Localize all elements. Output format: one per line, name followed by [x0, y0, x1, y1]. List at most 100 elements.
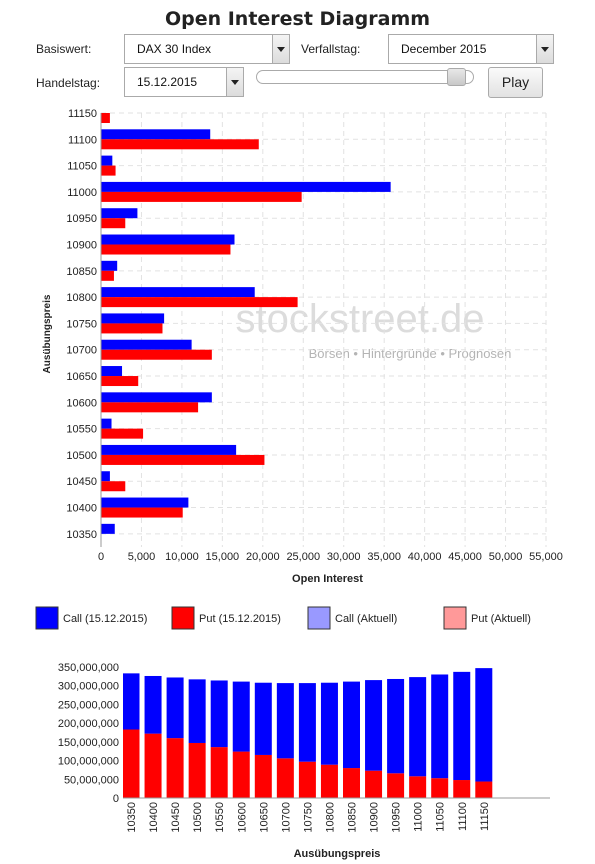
- stacked-bar-call: [475, 668, 493, 782]
- x-tick-label: 20,000: [246, 551, 280, 563]
- stacked-bar-call: [276, 683, 294, 759]
- verfallstag-value: December 2015: [401, 42, 487, 56]
- play-button[interactable]: Play: [488, 67, 543, 98]
- stacked-bar-call: [343, 681, 360, 769]
- oi-bar-call: [101, 418, 112, 429]
- x-tick-label: 5,000: [128, 551, 156, 563]
- stacked-bar-call: [144, 675, 162, 734]
- oi-bar-call: [101, 471, 110, 482]
- oi-bar-put: [101, 191, 302, 202]
- y-tick-label: 10850: [66, 266, 97, 278]
- stacked-bar-put: [166, 738, 184, 798]
- oi-bar-call: [101, 155, 113, 166]
- basiswert-label: Basiswert:: [36, 42, 92, 56]
- x-axis-title: Open Interest: [292, 573, 363, 585]
- stacked-bar-call: [298, 683, 316, 762]
- oi-bar-put: [101, 507, 183, 518]
- date-slider-handle[interactable]: [447, 68, 467, 86]
- y-tick-label: 10500: [66, 450, 97, 462]
- stacked-bar-call: [320, 682, 338, 765]
- x-tick-label: 30,000: [327, 551, 361, 563]
- x-tick-label: 15,000: [206, 551, 240, 563]
- oi-bar-call: [101, 339, 192, 350]
- stacked-bar-put: [453, 780, 471, 798]
- oi-bar-call: [101, 129, 211, 140]
- legend-label: Call (Aktuell): [335, 613, 397, 625]
- x-tick-label: 25,000: [286, 551, 320, 563]
- oi-bar-call: [101, 208, 138, 219]
- x-tick-label: 10950: [391, 802, 403, 833]
- legend-swatch: [443, 606, 467, 630]
- y-tick-label: 50,000,000: [64, 774, 119, 786]
- oi-bar-call: [101, 366, 123, 377]
- y-tick-label: 10400: [66, 503, 97, 515]
- oi-bar-put: [101, 139, 259, 150]
- oi-bar-call: [101, 181, 391, 192]
- date-slider-track[interactable]: [256, 70, 474, 84]
- y-tick-label: 10650: [66, 371, 97, 383]
- stacked-bar-put: [320, 764, 338, 798]
- x-axis-title: Ausübungspreis: [294, 848, 381, 860]
- x-tick-label: 11100: [457, 802, 469, 831]
- y-tick-label: 10900: [66, 240, 97, 252]
- watermark-tagline: Börsen • Hintergründe • Prognosen: [309, 346, 512, 361]
- y-tick-label: 150,000,000: [58, 737, 119, 749]
- oi-bar-put: [101, 481, 126, 492]
- stacked-bar-call: [166, 677, 184, 739]
- basiswert-value: DAX 30 Index: [137, 42, 212, 56]
- x-tick-label: 10550: [214, 802, 226, 833]
- x-tick-label: 10450: [170, 802, 182, 833]
- x-tick-label: 11150: [479, 802, 491, 831]
- stacked-bar-call: [431, 674, 449, 779]
- y-tick-label: 10700: [66, 345, 97, 357]
- y-tick-label: 10350: [66, 529, 97, 541]
- oi-bar-put: [101, 402, 199, 413]
- legend-label: Call (15.12.2015): [63, 613, 147, 625]
- oi-bar-call: [101, 234, 235, 245]
- stacked-bar-call: [453, 671, 471, 781]
- stacked-bar-call: [123, 673, 140, 730]
- verfallstag-select[interactable]: December 2015: [388, 34, 554, 64]
- oi-bar-put: [101, 270, 114, 281]
- y-tick-label: 300,000,000: [58, 681, 119, 693]
- x-tick-label: 50,000: [489, 551, 523, 563]
- oi-bar-put: [101, 428, 144, 439]
- x-tick-label: 35,000: [367, 551, 401, 563]
- chevron-down-icon[interactable]: [536, 35, 553, 63]
- oi-bar-put: [101, 165, 116, 176]
- oi-bar-call: [101, 444, 237, 455]
- handelstag-select[interactable]: 15.12.2015: [124, 67, 244, 97]
- oi-bar-put: [101, 454, 265, 465]
- stacked-bar-put: [254, 754, 272, 798]
- x-tick-label: 45,000: [448, 551, 482, 563]
- stacked-bar-put: [343, 768, 360, 798]
- legend-swatch: [307, 606, 331, 630]
- y-tick-label: 11150: [68, 108, 97, 120]
- stacked-bar-put: [232, 751, 250, 798]
- x-tick-label: 10650: [258, 802, 270, 833]
- x-tick-label: 11050: [435, 802, 447, 832]
- stacked-bar-put: [431, 778, 449, 798]
- stacked-bar-call: [409, 677, 427, 777]
- stacked-bar-put: [188, 742, 206, 798]
- stacked-bar-put: [298, 761, 316, 798]
- stacked-bar-put: [475, 781, 493, 798]
- y-tick-label: 10550: [66, 424, 97, 436]
- oi-bar-call: [101, 497, 189, 508]
- x-tick-label: 10850: [347, 802, 359, 833]
- x-tick-label: 10350: [126, 802, 138, 833]
- x-tick-label: 10,000: [165, 551, 199, 563]
- chevron-down-icon[interactable]: [272, 35, 289, 63]
- basiswert-select[interactable]: DAX 30 Index: [124, 34, 290, 64]
- stacked-bar-call: [210, 680, 228, 748]
- y-tick-label: 100,000,000: [58, 756, 119, 768]
- stacked-bar-call: [232, 681, 250, 752]
- oi-bar-call: [101, 287, 255, 298]
- x-tick-label: 11000: [413, 802, 425, 832]
- y-tick-label: 10800: [66, 292, 97, 304]
- stacked-bar-put: [123, 729, 140, 798]
- chevron-down-icon[interactable]: [226, 68, 243, 96]
- stacked-bar-put: [210, 747, 228, 798]
- y-tick-label: 11100: [68, 134, 97, 146]
